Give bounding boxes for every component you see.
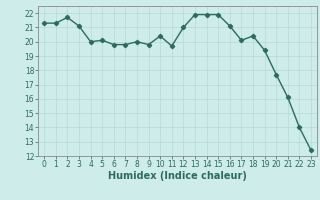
X-axis label: Humidex (Indice chaleur): Humidex (Indice chaleur) — [108, 171, 247, 181]
